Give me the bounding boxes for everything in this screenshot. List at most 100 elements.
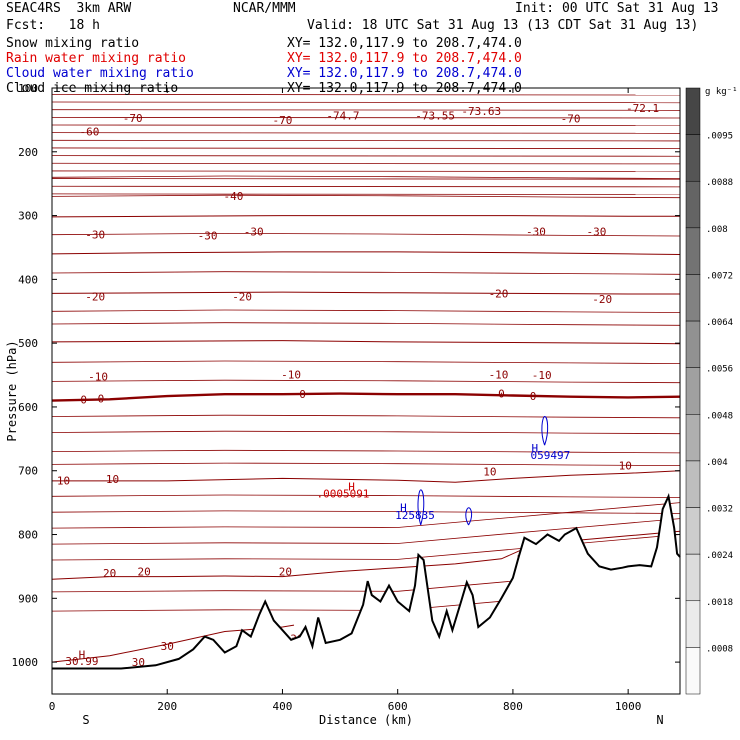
contour-label: 0: [98, 393, 105, 406]
isotherm-minus-10: [51, 340, 681, 345]
y-tick-label: 900: [18, 592, 38, 605]
x-axis-label: Distance (km): [319, 713, 413, 727]
colorbar-tick-label: .0056: [706, 365, 733, 375]
y-tick-label: 600: [18, 401, 38, 414]
x-tick-label: 1000: [615, 700, 642, 713]
upper-isotherm: [51, 132, 681, 134]
intermediate-isotherm: [51, 232, 681, 237]
isotherm-minus-30: [51, 251, 681, 255]
colorbar-tick-label: .0064: [706, 318, 733, 328]
snow-field-label: Snow mixing ratio: [6, 36, 140, 51]
upper-isotherm: [51, 178, 681, 180]
contour-label: 20: [103, 567, 116, 580]
contour-label: -10: [489, 368, 509, 381]
contour-label: -10: [532, 369, 552, 382]
colorbar-swatch: [685, 647, 701, 695]
contour-label: -30: [85, 229, 105, 242]
contour-label: -10: [281, 368, 301, 381]
isotherm-10: [52, 470, 681, 483]
isotherm-minus-20: [51, 291, 680, 295]
intermediate-isotherm: [51, 430, 681, 435]
extrema-label: 059497: [530, 449, 570, 462]
colorbar-tick-label: .004: [706, 458, 728, 468]
upper-isotherm: [51, 124, 681, 127]
colorbar-swatch: [685, 600, 701, 648]
contour-label: -30: [244, 226, 264, 239]
contour-label: -30: [198, 229, 218, 242]
isotherm-0: [51, 392, 681, 402]
contour-label: -70: [123, 112, 143, 125]
extrema-label: H: [79, 648, 86, 661]
cloud-water-field-label: Cloud water mixing ratio: [6, 66, 194, 81]
isotherm-30: [51, 624, 295, 663]
intermediate-isotherm: [51, 271, 681, 275]
contour-label: 20: [279, 566, 292, 579]
init-time: Init: 00 UTC Sat 31 Aug 13: [515, 1, 719, 16]
cloud-water-contour: [417, 489, 425, 526]
valid-time: Valid: 18 UTC Sat 31 Aug 13 (13 CDT Sat …: [307, 18, 699, 33]
contour-label: -73.63: [461, 105, 501, 118]
y-tick-label: 800: [18, 529, 38, 542]
contour-label: -20: [85, 291, 105, 304]
contour-label: -10: [88, 370, 108, 383]
upper-isotherm: [51, 116, 681, 119]
colorbar-swatch: [685, 553, 701, 602]
intermediate-isotherm: [51, 194, 681, 199]
isotherm-minus-40: [51, 215, 680, 218]
y-tick-label: 300: [18, 210, 38, 223]
colorbar-swatch: [685, 274, 701, 322]
colorbar-tick-label: .0072: [706, 271, 733, 281]
extrema-label: 125835: [395, 509, 435, 522]
cloud-water-contour: [465, 507, 473, 526]
upper-isotherm: [51, 147, 681, 149]
contour-label: -60: [80, 125, 100, 138]
x-tick-label: 0: [49, 700, 56, 713]
model-name: SEAC4RS 3km ARW: [6, 1, 132, 16]
contour-label: -30: [526, 226, 546, 239]
x-tick-label: 200: [157, 700, 177, 713]
colorbar-swatch: [685, 227, 701, 275]
axes: 0 200 400 600 800 100010020030040050060070080…: [5, 82, 681, 727]
intermediate-isotherm: [51, 449, 681, 454]
south-label: S: [82, 713, 89, 727]
colorbar-swatch: [685, 507, 701, 555]
y-tick-label: 400: [18, 273, 38, 286]
extrema-label: H: [348, 481, 355, 494]
contour-labels: -70 -70 -70 -74.7 -73.55 -73.63 -60 -40 -30 -30 -3…: [57, 102, 659, 669]
intermediate-isotherm: [51, 494, 681, 498]
extrema-label: 30.99: [65, 655, 98, 668]
contour-label: 0: [80, 393, 87, 406]
contour-label: 10: [483, 465, 496, 478]
upper-isotherm: [51, 193, 681, 195]
contour-label: -70: [561, 113, 581, 126]
x-tick-label: 600: [388, 700, 408, 713]
rain-field-xy: XY= 132.0,117.9 to 208.7,474.0: [287, 51, 522, 66]
upper-isotherm: [51, 155, 681, 157]
contour-label: -20: [592, 293, 612, 306]
org-name: NCAR/MMM: [233, 1, 296, 16]
colorbar-tick-label: .0032: [706, 505, 733, 515]
contour-label: 0: [530, 390, 537, 403]
north-label: N: [656, 713, 663, 727]
x-tick-label: 800: [503, 700, 523, 713]
y-tick-label: 200: [18, 146, 38, 159]
upper-isotherm: [51, 109, 681, 111]
colorbar-swatch: [685, 320, 701, 368]
y-tick-label: 500: [18, 337, 38, 350]
upper-isotherm: [51, 162, 681, 165]
y-tick-label: 100: [18, 82, 38, 95]
extrema-label: H: [400, 502, 407, 515]
contour-label: 10: [619, 460, 632, 473]
cloud-water-features: [417, 416, 549, 526]
upper-isotherm: [51, 101, 681, 104]
contour-label: -72.1: [626, 102, 659, 115]
contour-label: -73.55: [415, 109, 455, 122]
snow-field-xy: XY= 132.0,117.9 to 208.7,474.0: [287, 36, 522, 51]
upper-isotherm: [51, 93, 681, 96]
colorbar-swatch: [685, 367, 701, 415]
contour-label: -30: [587, 226, 607, 239]
colorbar-tick-label: .0024: [706, 551, 733, 561]
colorbar-swatch: [685, 87, 701, 135]
